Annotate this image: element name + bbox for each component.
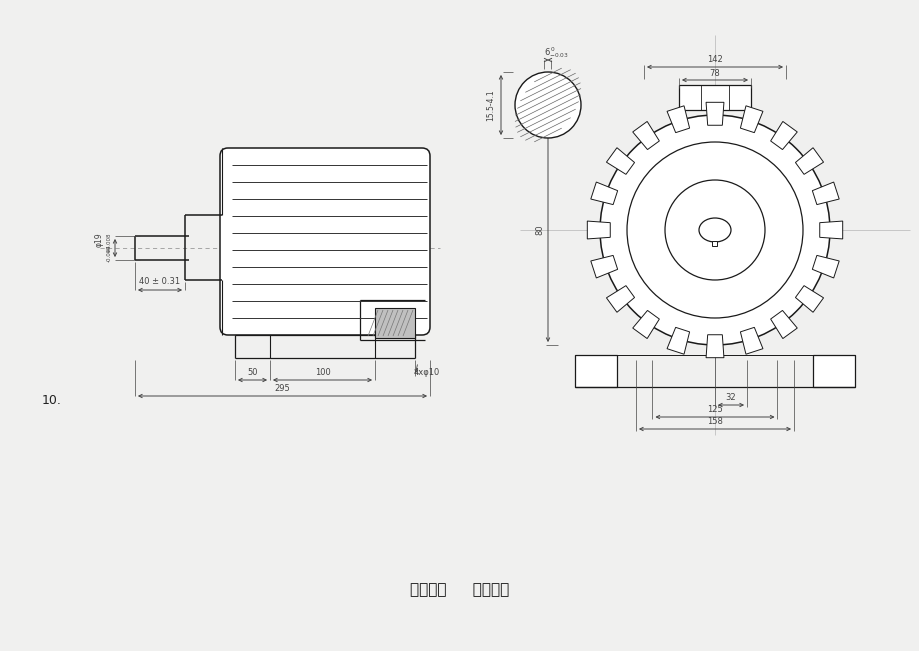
Polygon shape: [590, 255, 617, 278]
Polygon shape: [705, 335, 723, 357]
Text: +0.008: +0.008: [107, 233, 111, 253]
Text: 32: 32: [725, 393, 735, 402]
Circle shape: [515, 72, 581, 138]
Polygon shape: [632, 311, 659, 339]
Polygon shape: [632, 122, 659, 150]
Polygon shape: [666, 106, 689, 133]
Polygon shape: [606, 286, 634, 312]
Circle shape: [599, 115, 829, 345]
Text: 295: 295: [275, 385, 290, 393]
Text: -0.004: -0.004: [107, 244, 111, 262]
Bar: [711, 241, 717, 246]
Polygon shape: [606, 148, 634, 174]
Text: 100: 100: [314, 368, 330, 378]
Polygon shape: [586, 221, 609, 239]
Polygon shape: [740, 106, 762, 133]
Polygon shape: [795, 286, 823, 312]
Polygon shape: [740, 327, 762, 354]
Text: 10.: 10.: [42, 393, 62, 406]
Polygon shape: [666, 327, 689, 354]
Polygon shape: [811, 255, 838, 278]
Polygon shape: [705, 102, 723, 125]
Ellipse shape: [698, 218, 731, 242]
Polygon shape: [811, 182, 838, 204]
Polygon shape: [795, 148, 823, 174]
Text: 40 ± 0.31: 40 ± 0.31: [140, 277, 180, 286]
Polygon shape: [770, 122, 797, 150]
Circle shape: [627, 142, 802, 318]
Bar: [574, 355, 617, 387]
Polygon shape: [819, 221, 842, 239]
Text: 15.5-4.1: 15.5-4.1: [486, 89, 495, 121]
Polygon shape: [770, 311, 797, 339]
Text: φ19: φ19: [95, 232, 103, 247]
Text: 50: 50: [247, 368, 257, 378]
Polygon shape: [590, 182, 617, 204]
Bar: [812, 355, 854, 387]
FancyBboxPatch shape: [220, 148, 429, 335]
Text: 80: 80: [535, 225, 544, 235]
Text: $6^{\,0}_{-0.03}$: $6^{\,0}_{-0.03}$: [543, 46, 568, 61]
Text: 78: 78: [709, 70, 720, 79]
Bar: [678, 85, 750, 110]
Text: 125: 125: [707, 406, 722, 415]
Text: 158: 158: [707, 417, 722, 426]
Circle shape: [664, 180, 765, 280]
Text: 专业品质     用心服务: 专业品质 用心服务: [410, 583, 509, 598]
Text: 4xφ10: 4xφ10: [414, 368, 439, 378]
Bar: [375, 308, 414, 338]
Text: 142: 142: [707, 55, 722, 64]
